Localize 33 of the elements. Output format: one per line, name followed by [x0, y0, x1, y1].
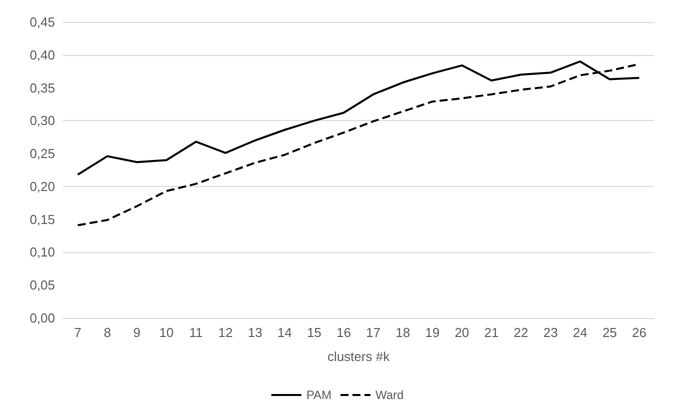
x-tick-label: 14 [277, 325, 292, 340]
x-tick-label: 22 [514, 325, 528, 340]
x-tick-label: 11 [189, 325, 203, 340]
legend-label: Ward [375, 388, 404, 402]
y-tick-label: 0,15 [30, 212, 55, 227]
x-tick-label: 9 [133, 325, 140, 340]
x-tick-label: 26 [632, 325, 646, 340]
y-tick-label: 0,10 [30, 244, 55, 260]
x-tick-label: 13 [248, 325, 262, 340]
y-tick-label: 0,35 [30, 80, 55, 96]
y-tick-label: 0,45 [30, 14, 55, 30]
x-tick-label: 10 [159, 325, 174, 340]
x-axis-title: clusters #k [327, 349, 390, 364]
y-tick-label: 0,20 [30, 178, 55, 194]
x-tick-label: 7 [74, 325, 82, 340]
x-tick-label: 18 [396, 325, 410, 340]
y-tick-label: 0,30 [30, 113, 55, 128]
y-tick-label: 0,25 [30, 146, 55, 162]
x-tick-label: 24 [572, 325, 588, 340]
x-tick-label: 12 [218, 325, 233, 340]
x-tick-label: 20 [454, 325, 470, 340]
x-tick-label: 19 [425, 325, 440, 340]
x-tick-label: 15 [306, 325, 322, 340]
x-tick-label: 16 [336, 325, 351, 340]
x-tick-label: 8 [104, 325, 111, 340]
x-tick-label: 17 [366, 325, 381, 340]
x-tick-label: 25 [602, 325, 617, 340]
legend-label: PAM [306, 388, 332, 402]
x-tick-label: 21 [484, 325, 499, 340]
y-tick-label: 0,40 [30, 47, 55, 62]
x-tick-label: 23 [543, 325, 558, 340]
y-tick-label: 0,00 [30, 310, 55, 326]
y-tick-label: 0,05 [30, 278, 55, 293]
